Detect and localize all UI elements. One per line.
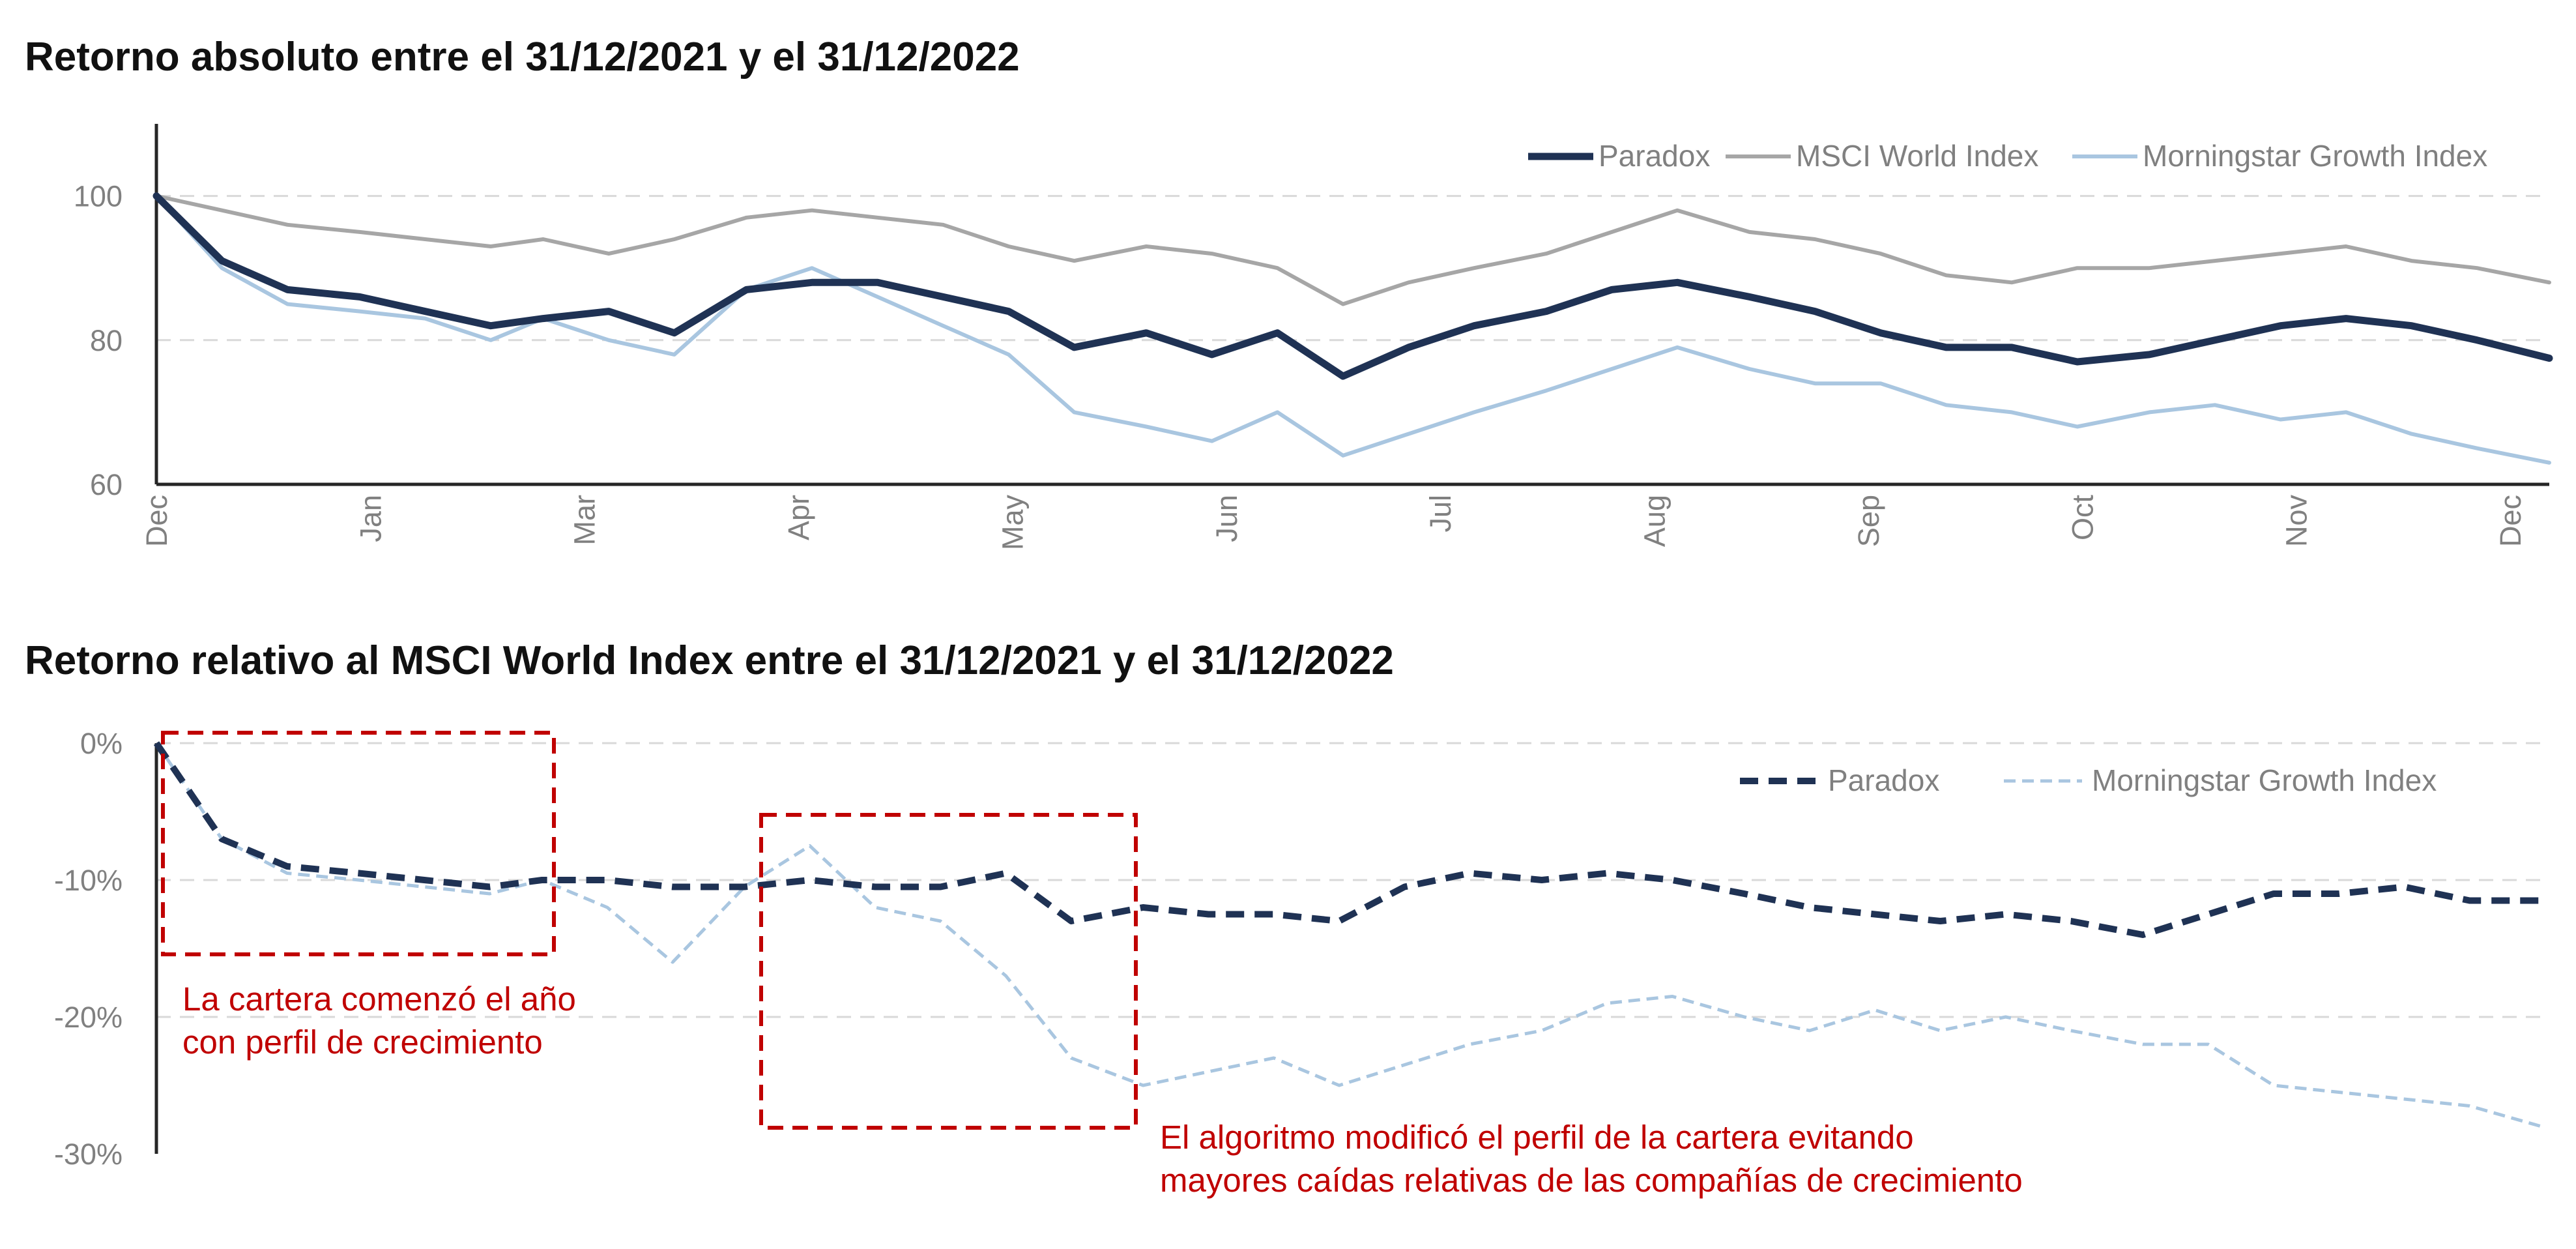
x-tick-label: Oct [2066, 495, 2099, 541]
x-tick-label: Dec [2494, 495, 2527, 547]
chart-title-absolute: Retorno absoluto entre el 31/12/2021 y e… [25, 35, 1020, 80]
legend-label: MSCI World Index [1796, 139, 2038, 173]
legend-label: Morningstar Growth Index [2092, 763, 2437, 797]
y-tick-label: 80 [90, 324, 123, 357]
x-tick-label: Nov [2280, 495, 2313, 548]
annotation-text: La cartera comenzó el año [182, 980, 576, 1018]
absolute-return-chart: 60 80 100 Dec Jan Mar Apr May Jun Jul Aug Sep Oct Nov… [74, 124, 2553, 551]
y-tick-label: -20% [54, 1001, 123, 1034]
legend-label: Paradox [1599, 139, 1710, 173]
series-line [153, 741, 2541, 938]
x-tick-label: Apr [782, 495, 815, 540]
legend-label: Morningstar Growth Index [2143, 139, 2487, 173]
annotation-text: mayores caídas relativas de las compañía… [1160, 1162, 2023, 1199]
x-tick-label: Sep [1852, 495, 1885, 547]
x-tick-label: Jan [354, 495, 387, 542]
legend-label: Paradox [1828, 763, 1939, 797]
y-tick-label: 100 [74, 180, 123, 213]
annotation-text: con perfil de crecimiento [182, 1023, 543, 1061]
annotation-text: El algoritmo modificó el perfil de la ca… [1160, 1119, 1914, 1156]
chart-title-relative: Retorno relativo al MSCI World Index ent… [25, 638, 1394, 683]
x-tick-label: May [996, 495, 1029, 551]
annotation-box [759, 813, 1138, 1130]
series-line [154, 194, 2551, 306]
x-tick-label: Jun [1210, 495, 1243, 542]
series-line [152, 192, 2553, 380]
x-tick-label: Mar [568, 495, 601, 546]
y-tick-label: 0% [80, 727, 123, 760]
x-tick-label: Jul [1424, 495, 1457, 533]
series-line [154, 742, 2542, 1128]
x-tick-label: Aug [1638, 495, 1672, 547]
y-tick-label: -10% [54, 864, 123, 897]
y-tick-label: 60 [90, 468, 123, 501]
y-tick-label: -30% [54, 1138, 123, 1171]
x-tick-label: Dec [140, 495, 173, 547]
annotation-box [161, 731, 556, 956]
